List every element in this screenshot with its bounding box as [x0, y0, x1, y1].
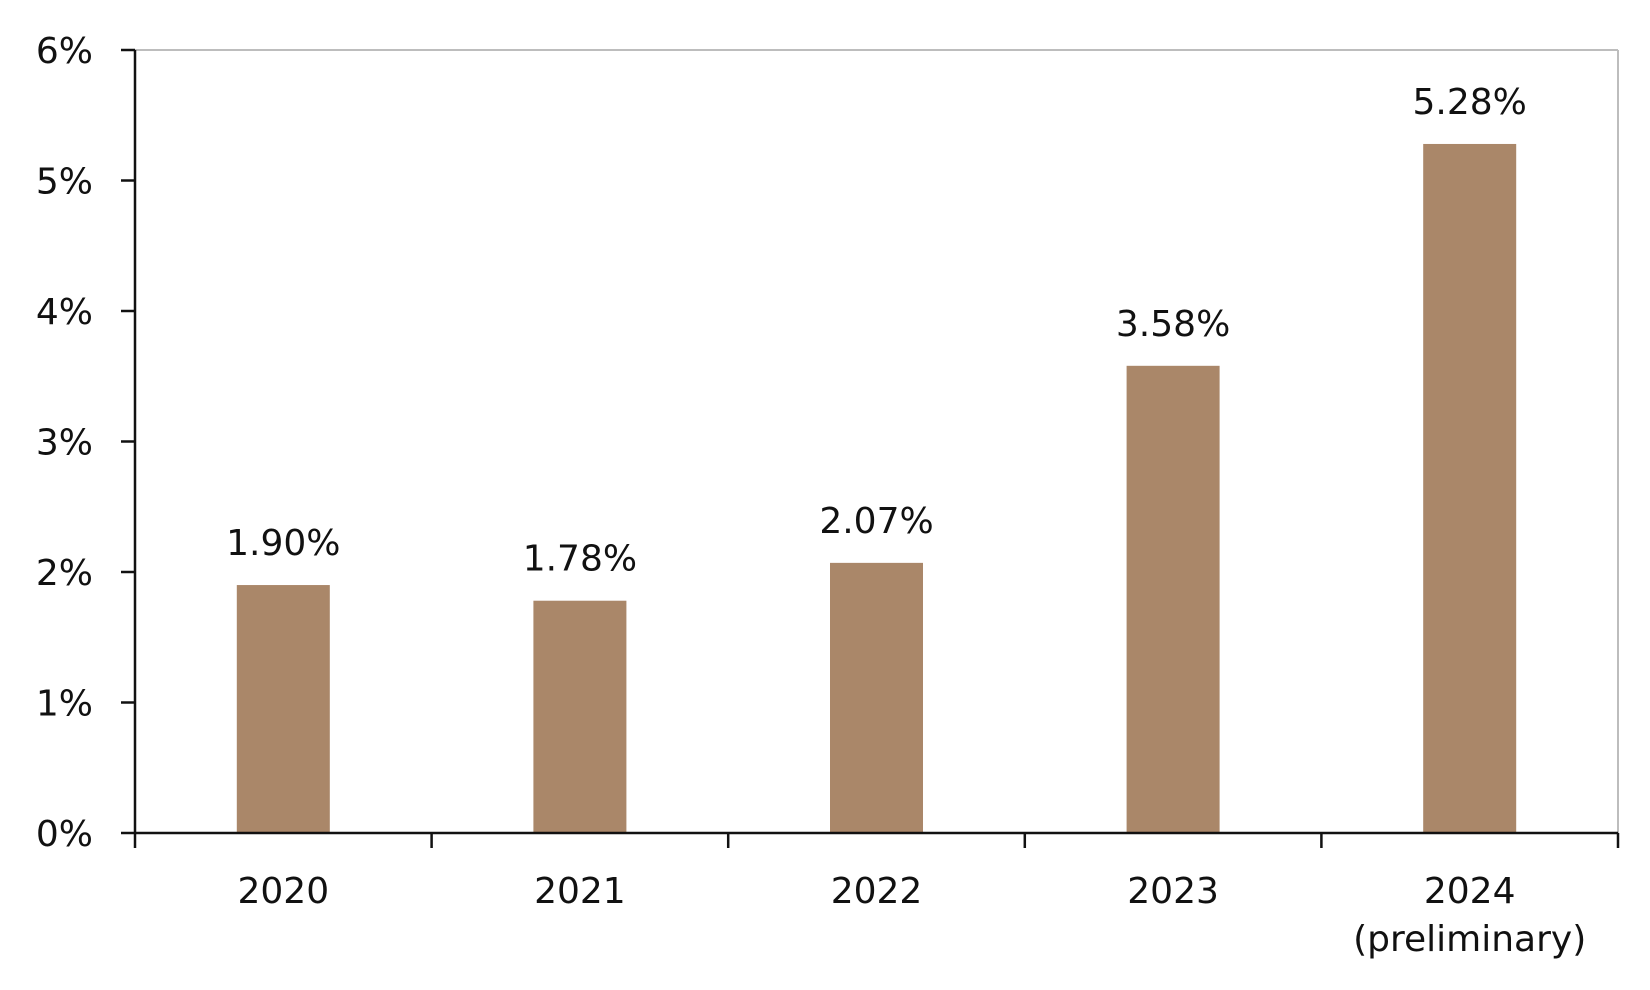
y-tick-label-6: 6% [36, 31, 93, 72]
plot-frame [135, 49, 1619, 833]
bar-2024 [1423, 143, 1517, 833]
bar-2020 [236, 585, 330, 833]
bar-2022 [830, 562, 923, 833]
data-label-2022: 2.07% [819, 501, 933, 542]
data-label-2021: 1.78% [523, 539, 637, 580]
x-tick-label-2022: 2022 [831, 871, 923, 912]
axes: 0% 1% 2% 3% 4% 5% 6% 2020 2021 2022 2023 2024 (preli… [36, 31, 1620, 960]
x-tick-label-2020: 2020 [237, 871, 329, 912]
bar-2023 [1126, 365, 1220, 833]
data-label-2020: 1.90% [226, 523, 340, 564]
bars [236, 143, 1517, 833]
bar-2021 [533, 600, 627, 833]
data-label-2023: 3.58% [1116, 304, 1230, 345]
y-tick-label-0: 0% [36, 814, 93, 855]
data-labels: 1.90% 1.78% 2.07% 3.58% 5.28% [226, 82, 1527, 580]
y-tick-label-3: 3% [36, 423, 93, 464]
y-tick-label-4: 4% [36, 292, 93, 333]
x-tick-label-2021: 2021 [534, 871, 626, 912]
data-label-2024: 5.28% [1413, 82, 1527, 123]
y-tick-label-5: 5% [36, 162, 93, 203]
x-tick-label-2024-line-2: (preliminary) [1353, 919, 1586, 960]
x-tick-label-2024: 2024 [1424, 871, 1516, 912]
x-tick-label-2023: 2023 [1127, 871, 1219, 912]
y-tick-label-2: 2% [36, 553, 93, 594]
y-tick-label-1: 1% [36, 684, 93, 725]
